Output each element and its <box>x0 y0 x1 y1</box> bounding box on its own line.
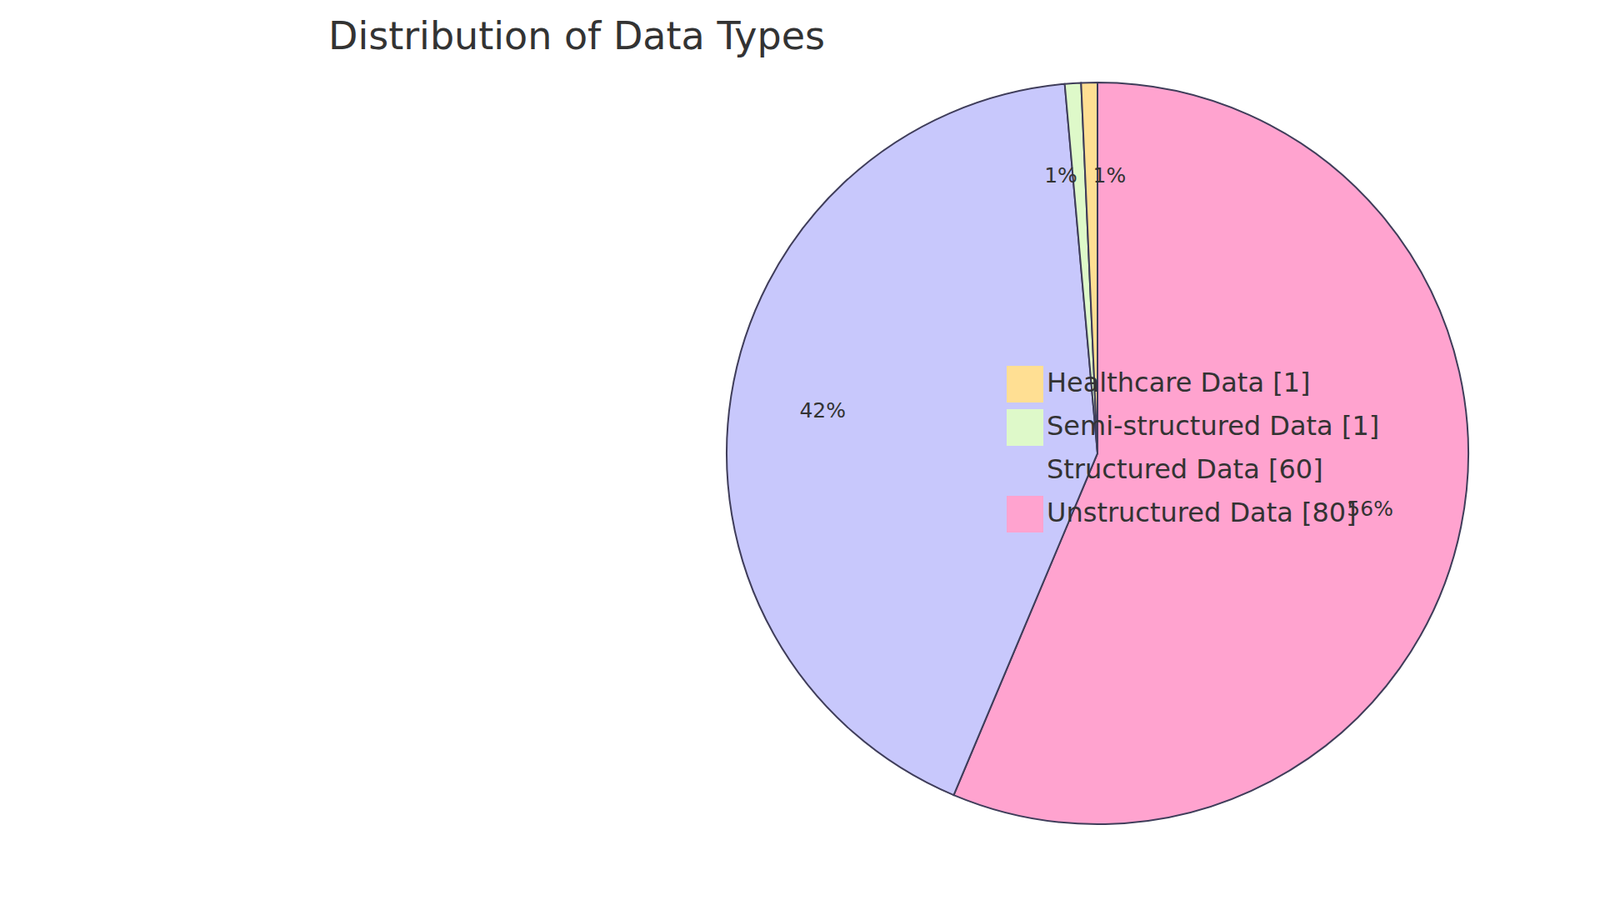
svg-text:1%: 1% <box>1044 163 1078 188</box>
svg-text:42%: 42% <box>799 398 846 423</box>
html-text:Unstructured Data [80]: Unstructured Data [80] <box>1046 496 1357 529</box>
svg-text:1%: 1% <box>1093 163 1127 188</box>
html-text:Semi-structured Data [1]: Semi-structured Data [1] <box>1046 410 1380 442</box>
html-text:Distribution of Data Types: Distribution of Data Types <box>328 13 825 59</box>
html-text:Structured Data [60]: Structured Data [60] <box>1046 453 1323 485</box>
html-text:Healthcare Data [1]: Healthcare Data [1] <box>1046 366 1311 399</box>
svg-text:56%: 56% <box>1346 496 1394 521</box>
